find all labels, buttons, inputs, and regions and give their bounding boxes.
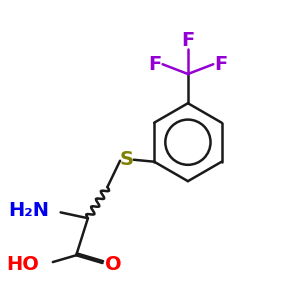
Text: O: O [105, 256, 122, 274]
Text: S: S [120, 150, 134, 169]
Text: H₂N: H₂N [8, 201, 49, 220]
Text: F: F [148, 55, 161, 74]
Text: HO: HO [6, 256, 39, 274]
Text: F: F [214, 55, 228, 74]
Text: F: F [181, 31, 195, 50]
